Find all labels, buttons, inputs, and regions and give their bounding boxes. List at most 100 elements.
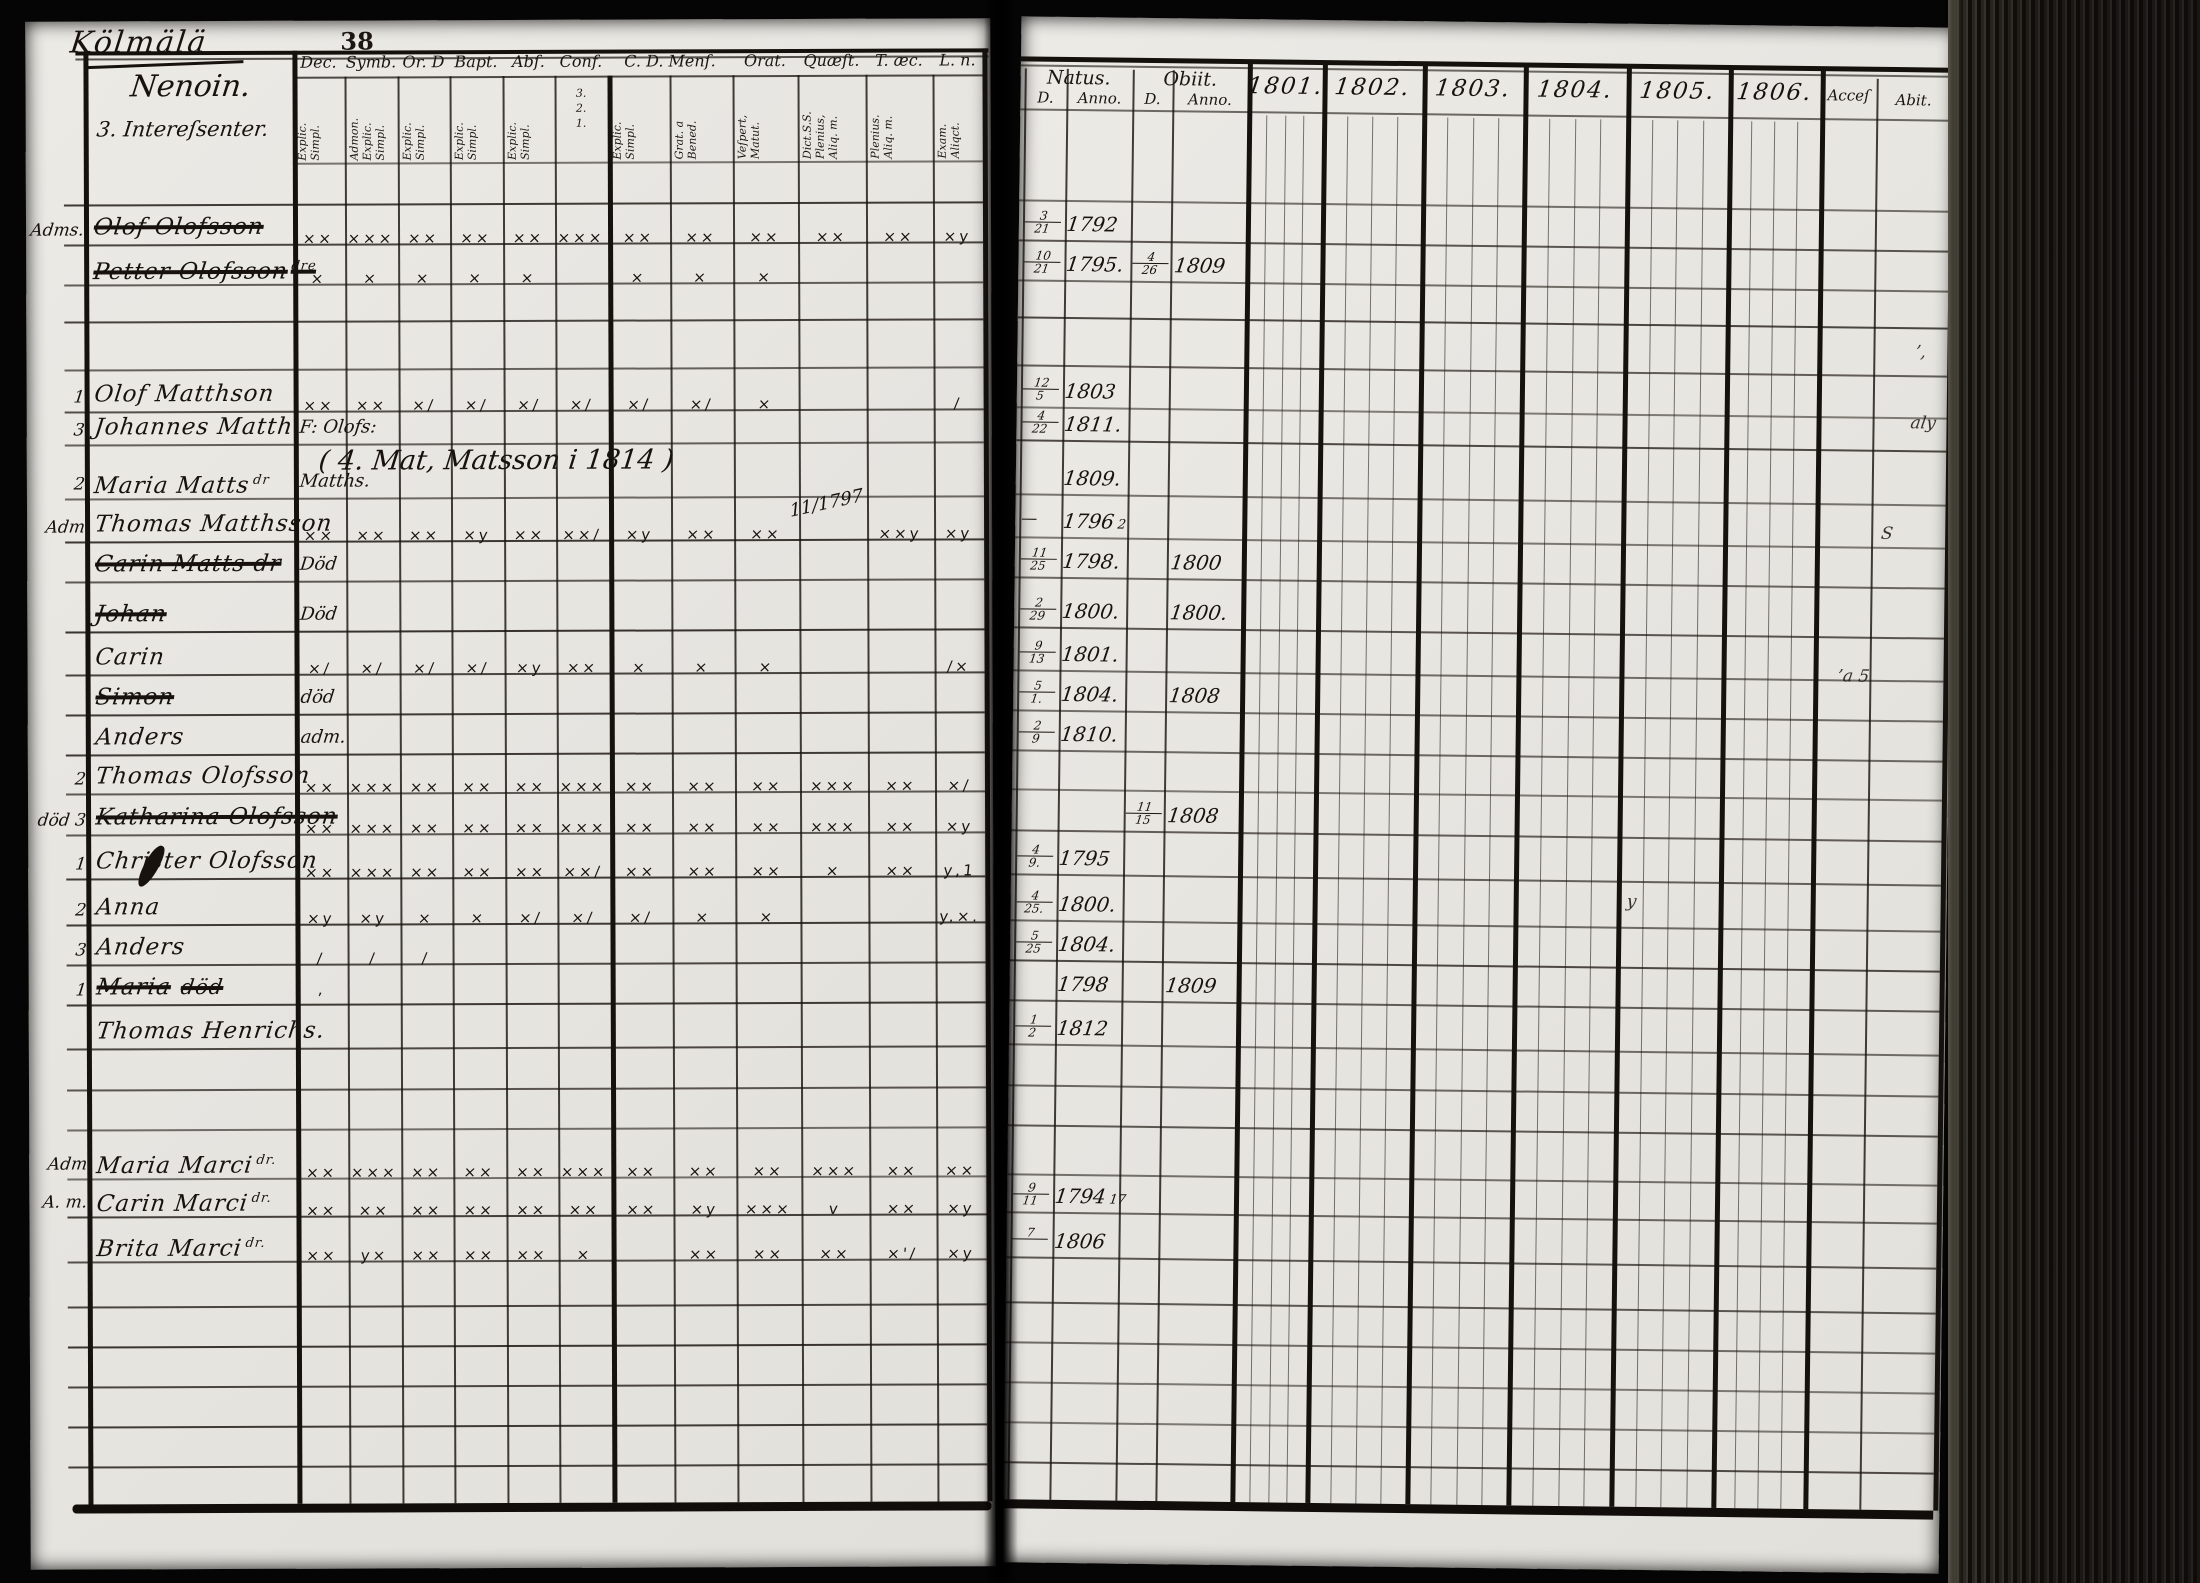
row-rule-line — [1010, 919, 1940, 932]
table-bottom-border — [72, 1501, 991, 1513]
examination-marks-cell: ×× — [556, 647, 610, 677]
examination-marks-cell: ××× — [799, 765, 868, 795]
examination-marks-cell: ×× — [294, 767, 347, 797]
stray-pen-mark: aly — [1909, 413, 1937, 433]
natus-year: 1800. — [1057, 888, 1118, 919]
row-rule-line — [68, 1303, 987, 1308]
examination-marks-cell: / — [400, 937, 453, 967]
year-column-border — [1305, 64, 1328, 1503]
row-rule-line — [1004, 1461, 1934, 1474]
natus-year: 1812 — [1055, 1012, 1110, 1043]
examination-marks-cell: ×× — [452, 851, 506, 881]
examination-marks-cell: × — [671, 646, 735, 676]
row-rule-line — [1005, 1381, 1935, 1394]
examination-marks-cell: ×/ — [451, 647, 505, 677]
row-rule-line — [67, 1086, 986, 1091]
examination-marks-cell: ×× — [296, 1190, 349, 1220]
row-person-name: Thomas Henrichs. — [95, 1012, 328, 1049]
examination-marks-cell: × — [450, 257, 504, 287]
natus-day: 4 25. — [1015, 889, 1054, 914]
row-rule-line — [1009, 1043, 1939, 1056]
row-rule-line — [1011, 873, 1941, 886]
year-column-border — [1230, 63, 1253, 1502]
row-person-name: Carin Marcidr. — [95, 1180, 274, 1217]
examination-marks-cell: ×× — [398, 217, 451, 247]
obiit-year: 1809 — [1164, 969, 1219, 1000]
name-suffix: dr — [252, 473, 270, 488]
examination-marks-cell: ××× — [556, 766, 610, 796]
column-group-label: Orat. — [744, 51, 786, 70]
row-rule-line — [1015, 576, 1945, 589]
header-bottom-line — [293, 160, 983, 164]
examination-marks-cell: ×× — [293, 218, 346, 248]
row-rule-line — [1009, 999, 1939, 1012]
row-rule-line — [1019, 199, 1949, 212]
row-margin-note: Adm — [29, 1148, 89, 1178]
examination-marks-cell: ××/ — [556, 514, 610, 544]
examination-marks-cell: ×× — [453, 1234, 507, 1264]
examination-marks-cell: ×y — [295, 898, 348, 928]
row-margin-note: 2 — [29, 894, 89, 924]
examination-marks-cell: ×× — [673, 1233, 737, 1263]
natus-year: 1795. — [1064, 248, 1125, 279]
column-sub-label: Exam. Aliqct. — [936, 80, 980, 158]
year-subcolumn-line — [1584, 119, 1602, 1506]
examination-marks-cell: ×× — [400, 807, 453, 837]
examination-marks-cell: ×× — [801, 1233, 870, 1263]
natus-year: 1798. — [1061, 545, 1122, 576]
examination-marks-cell: ××× — [345, 217, 399, 247]
row-rule-line — [1015, 536, 1945, 549]
examination-marks-cell: ×× — [670, 216, 734, 246]
right-table-headers: Natus. Obiit. D. Anno. D. Anno. 1801. 1802. 1803… — [1021, 16, 1957, 27]
examination-marks-cell: ×/ — [934, 764, 985, 794]
examination-marks-cell: ×× — [294, 515, 347, 545]
natus-header: Natus. — [1025, 66, 1133, 89]
natus-d-header: D. — [1024, 88, 1066, 107]
examination-marks-cell: × — [735, 896, 801, 926]
column-sub-label: Veſpert, Matut. — [736, 81, 795, 159]
row-rule-line — [1017, 406, 1947, 419]
examination-marks-cell: ×× — [346, 514, 400, 544]
examination-marks-cell: ×× — [610, 850, 673, 880]
column-group-label: T. æc. — [875, 51, 923, 70]
right-table-frame — [1021, 16, 1957, 27]
row-rule-line — [67, 961, 986, 966]
obiit-d-header: D. — [1132, 90, 1172, 108]
row-rule-line — [64, 318, 983, 323]
village-name: Nenoin. — [93, 69, 287, 105]
examination-marks-cell: ××/ — [557, 851, 611, 881]
year-subcolumn-line — [1481, 118, 1499, 1505]
row-rule-line — [1007, 1211, 1937, 1224]
column-sub-label: Explic. Simpl. — [296, 83, 342, 161]
examination-marks-cell: ×y — [347, 897, 401, 927]
column-sub-label: Admon. Explic. Simpl. — [348, 82, 395, 160]
year-subcolumn-line — [1635, 120, 1653, 1507]
examination-marks-cell: × — [608, 256, 671, 286]
obiit-year: 1809 — [1172, 249, 1227, 280]
examination-marks-cell: ×× — [296, 1152, 349, 1182]
year-column-border — [1506, 66, 1529, 1505]
name-suffix: dr. — [245, 1236, 267, 1251]
row-person-name: Maria Marcidr. — [95, 1142, 279, 1179]
examination-marks-cell: ×× — [400, 851, 453, 881]
abit-header: Abit. — [1876, 91, 1950, 110]
examination-marks-cell: ××× — [558, 1151, 612, 1181]
acces-header: Acceſ — [1820, 86, 1876, 105]
row-rule-line — [1012, 749, 1942, 762]
row-rule-line — [65, 628, 984, 633]
scanned-parish-register: Kölmälä 38 Nenoin. 3. Intereſsenter. Dec… — [0, 0, 2200, 1583]
obiit-year: 1800 — [1169, 546, 1224, 577]
column-sub-label: Explic. Simpl. — [401, 82, 447, 160]
row-person-name: Olof Matthson — [92, 375, 276, 412]
obiit-anno-header: Anno. — [1172, 90, 1247, 109]
examination-marks-cell: × — [609, 646, 672, 676]
obiit-day: 4 26 — [1131, 251, 1170, 276]
examination-marks-cell: ×× — [868, 806, 936, 836]
examination-marks-cell: ××× — [801, 1150, 870, 1180]
natus-day: 2 29 — [1019, 596, 1058, 621]
row-person-name: Johan — [93, 595, 169, 631]
stray-pen-mark: ’, — [1914, 342, 1928, 362]
year-column-border — [1803, 70, 1826, 1509]
row-rule-line — [1004, 1421, 1934, 1434]
natus-day: 4 22 — [1021, 409, 1060, 434]
